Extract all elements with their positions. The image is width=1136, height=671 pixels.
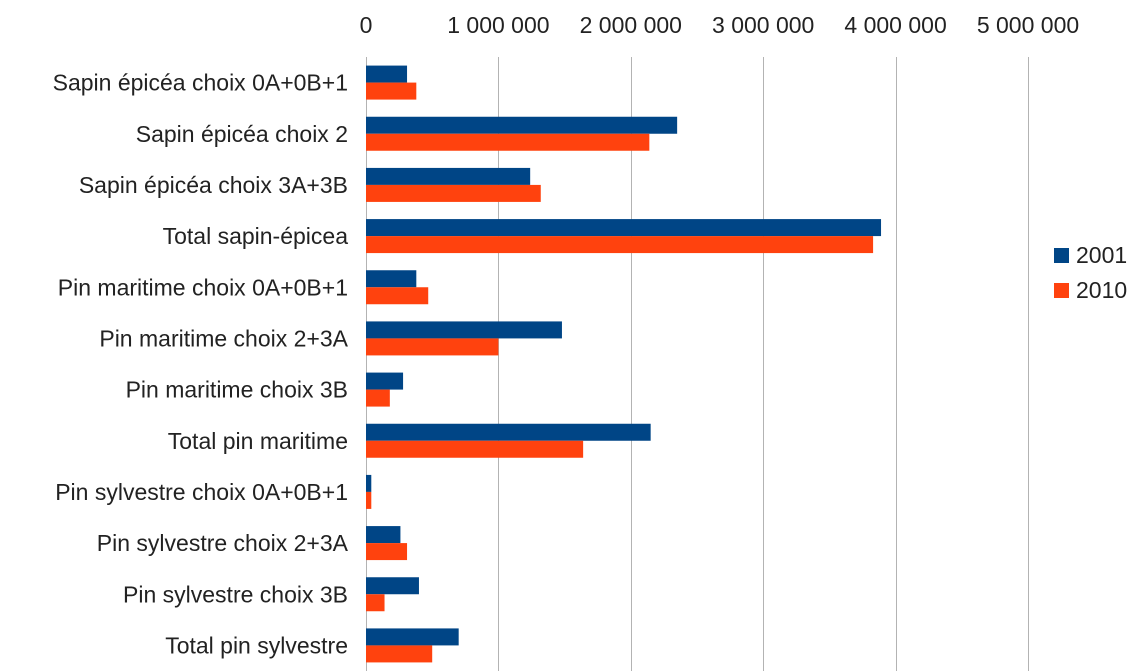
- bar-2001: [366, 116, 678, 134]
- x-tick-label: 5 000 000: [977, 12, 1079, 38]
- bar-2001: [366, 423, 651, 441]
- category-label: Pin maritime choix 0A+0B+1: [58, 274, 348, 300]
- bar-2010: [366, 594, 385, 612]
- bar-2001: [366, 526, 401, 544]
- bar-2001: [366, 270, 417, 288]
- bar-2001: [366, 474, 372, 492]
- bars: [366, 65, 882, 663]
- gridlines: [366, 57, 1029, 671]
- x-tick-label: 2 000 000: [580, 12, 682, 38]
- bar-2010: [366, 184, 541, 202]
- category-label: Total pin sylvestre: [165, 632, 348, 658]
- x-axis-ticks: 0 1 000 000 2 000 000 3 000 000 4 000 000 5 0…: [360, 12, 1080, 38]
- bar-2001: [366, 321, 562, 339]
- category-label: Pin maritime choix 2+3A: [99, 325, 348, 351]
- bar-2001: [366, 577, 419, 595]
- bar-2001: [366, 372, 404, 390]
- bar-2010: [366, 645, 433, 663]
- category-label: Total pin maritime: [168, 428, 348, 454]
- bar-2001: [366, 65, 408, 83]
- category-label: Pin maritime choix 3B: [126, 377, 348, 403]
- legend: 2001 2010: [1054, 242, 1127, 303]
- category-label: Sapin épicéa choix 0A+0B+1: [53, 70, 348, 96]
- category-labels: Sapin épicéa choix 0A+0B+1 Sapin épicéa c…: [53, 70, 349, 659]
- bar-2010: [366, 491, 372, 509]
- category-label: Pin sylvestre choix 3B: [123, 581, 348, 607]
- bar-2010: [366, 82, 417, 100]
- category-label: Sapin épicéa choix 2: [136, 121, 348, 147]
- bar-2010: [366, 543, 408, 561]
- legend-label: 2001: [1076, 242, 1127, 268]
- legend-label: 2010: [1076, 277, 1127, 303]
- bar-2001: [366, 628, 459, 646]
- bar-2010: [366, 236, 874, 254]
- bar-2010: [366, 287, 429, 305]
- bar-2010: [366, 389, 390, 407]
- bar-2010: [366, 338, 499, 356]
- category-label: Total sapin-épicea: [163, 223, 349, 249]
- bar-2010: [366, 440, 584, 458]
- bar-2001: [366, 167, 531, 185]
- legend-swatch: [1054, 283, 1069, 298]
- bar-2001: [366, 219, 882, 237]
- x-tick-label: 0: [360, 12, 373, 38]
- x-tick-label: 4 000 000: [844, 12, 946, 38]
- x-tick-label: 1 000 000: [447, 12, 549, 38]
- category-label: Pin sylvestre choix 2+3A: [97, 530, 349, 556]
- bar-2010: [366, 133, 650, 151]
- x-tick-label: 3 000 000: [712, 12, 814, 38]
- category-label: Sapin épicéa choix 3A+3B: [79, 172, 348, 198]
- legend-swatch: [1054, 248, 1069, 263]
- category-label: Pin sylvestre choix 0A+0B+1: [55, 479, 348, 505]
